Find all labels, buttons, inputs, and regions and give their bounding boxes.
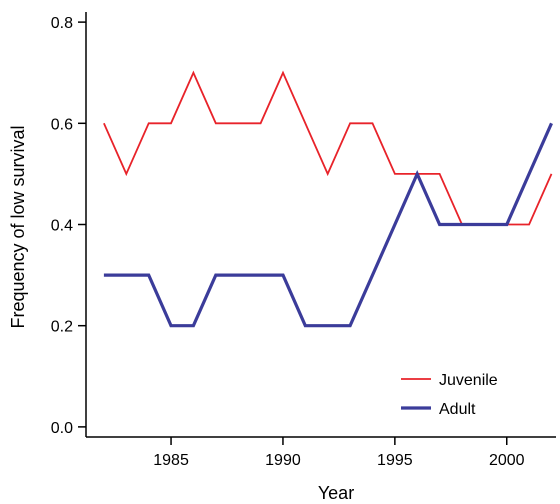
y-axis-title: Frequency of low survival — [8, 125, 28, 328]
x-axis-title: Year — [318, 483, 354, 503]
y-tick-label: 0.4 — [51, 218, 73, 235]
legend-label-adult: Adult — [439, 401, 476, 418]
axes: 0.0 0.2 0.4 0.6 0.8 1985 1990 1995 2000 — [51, 12, 556, 469]
y-tick-label: 0.8 — [51, 15, 73, 32]
x-tick-label: 2000 — [489, 452, 525, 469]
legend: Juvenile Adult — [401, 372, 498, 418]
x-tick-label: 1985 — [153, 452, 189, 469]
series-line-adult — [103, 122, 553, 328]
y-tick-label: 0.6 — [51, 116, 73, 133]
legend-label-juvenile: Juvenile — [439, 372, 498, 389]
x-tick-label: 1995 — [377, 452, 413, 469]
y-tick-label: 0.0 — [51, 420, 73, 437]
y-tick-label: 0.2 — [51, 319, 73, 336]
series-line-juvenile — [103, 70, 553, 226]
series-layer — [103, 70, 553, 328]
x-tick-label: 1990 — [265, 452, 301, 469]
